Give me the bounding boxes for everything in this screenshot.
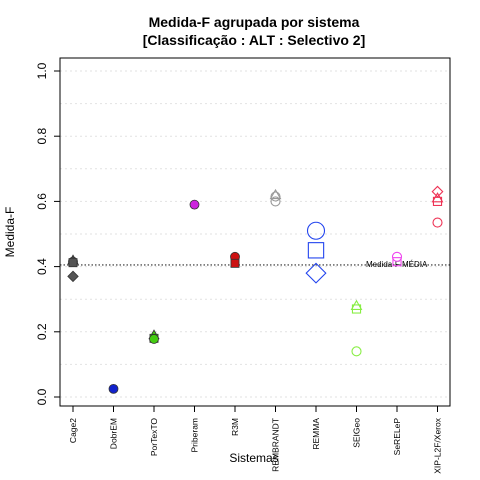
data-point (305, 262, 327, 284)
data-point (189, 199, 200, 210)
data-point (108, 383, 119, 394)
data-point (307, 242, 325, 259)
data-point (306, 221, 326, 240)
x-axis-label: Sistemas (229, 451, 278, 465)
data-points (67, 185, 444, 394)
data-point (392, 257, 402, 267)
data-point (351, 304, 362, 314)
data-point (230, 258, 240, 268)
x-tick-label: REMBRANDT (271, 418, 281, 472)
data-point (432, 196, 443, 207)
x-tick-label: REMMA (311, 418, 321, 450)
x-axis: Cage2 DobrEM PorTexTO Priberam R3M REMBRANDT R… (68, 406, 443, 474)
chart-subtitle: [Classificação : ALT : Selectivo 2] (143, 32, 366, 48)
y-axis: 0.0 0.2 0.4 0.6 0.8 1.0 (35, 62, 60, 405)
reference-line-group: Medida-F MÉDIA (60, 260, 450, 269)
y-tick-label: 0.2 (35, 323, 49, 340)
y-tick-label: 1.0 (35, 62, 49, 79)
plot-area-frame (59, 57, 451, 407)
y-tick-label: 0.6 (35, 193, 49, 210)
data-point (432, 217, 443, 228)
grid-lines (60, 70, 450, 398)
x-tick-label: Priberam (190, 418, 200, 452)
chart-title: Medida-F agrupada por sistema (149, 14, 360, 30)
y-tick-label: 0.8 (35, 128, 49, 145)
x-tick-label: SeRELeP (392, 418, 402, 456)
data-point (431, 185, 444, 198)
data-point (351, 346, 362, 357)
data-point (270, 196, 281, 207)
data-point (67, 270, 79, 283)
x-tick-label: XIP-L2F/Xerox (433, 417, 443, 473)
x-tick-label: R3M (230, 418, 240, 436)
data-point (68, 258, 78, 268)
y-tick-label: 0.0 (35, 388, 49, 405)
y-axis-label: Medida-F (3, 207, 17, 258)
data-point (270, 191, 281, 202)
mean-reference-label: Medida-F MÉDIA (366, 260, 428, 269)
x-tick-label: DobrEM (109, 418, 119, 449)
x-tick-label: Cage2 (68, 418, 78, 443)
data-point (149, 334, 159, 344)
y-tick-label: 0.4 (35, 258, 49, 275)
data-point (269, 188, 282, 200)
x-tick-label: SEIGeo (352, 418, 362, 448)
data-point (391, 251, 403, 262)
x-tick-label: PorTexTO (149, 418, 159, 456)
